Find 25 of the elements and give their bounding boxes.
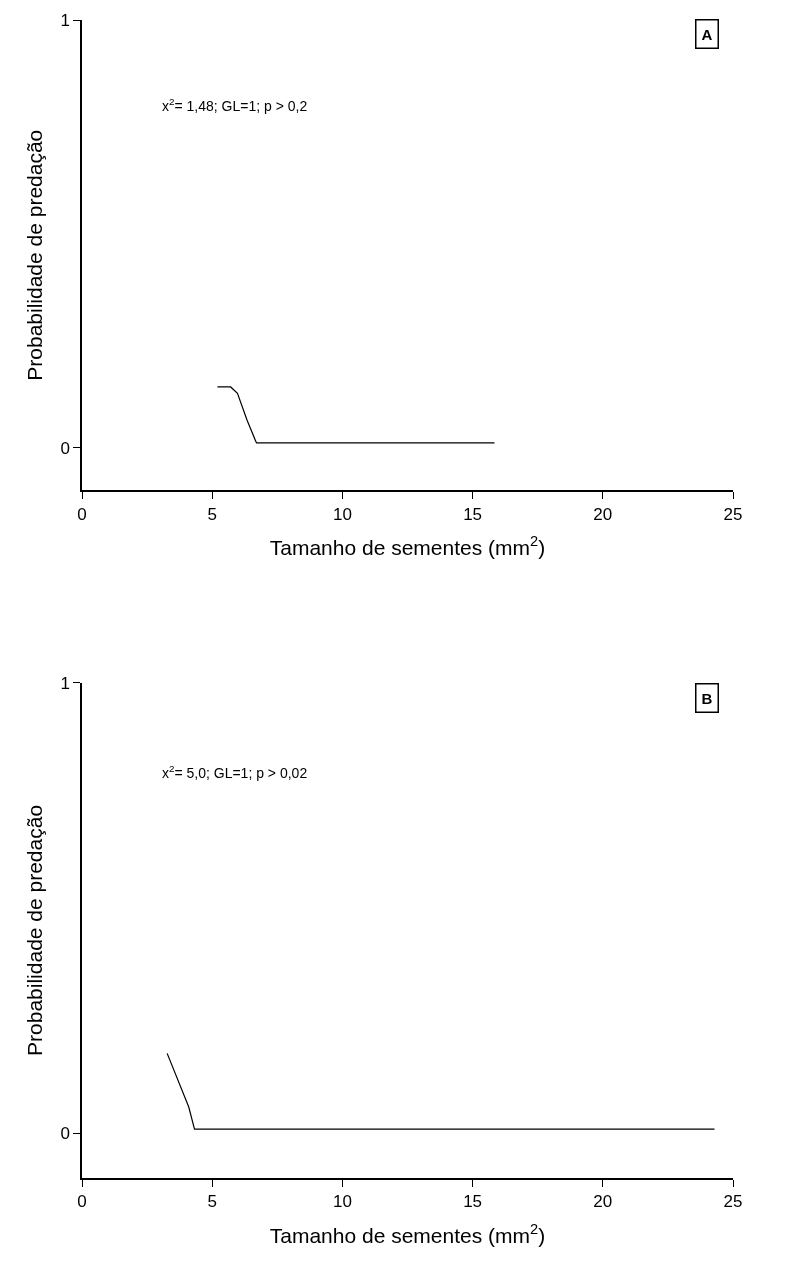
x-tick-label: 20 bbox=[593, 504, 613, 524]
x-tick-label: 20 bbox=[593, 1192, 613, 1212]
x-tick-label: 5 bbox=[207, 504, 217, 524]
y-tick-label: 1 bbox=[60, 10, 70, 30]
y-axis-title: Probabilidade de predação bbox=[23, 129, 47, 381]
x-tick-label: 10 bbox=[332, 504, 352, 524]
x-tick-label: 0 bbox=[77, 1192, 87, 1212]
annotation: x$^{2}$= 5,0; GL=1; p > 0,02 bbox=[162, 763, 308, 781]
x-axis-title: Tamanho de sementes (mm$^{2}$) bbox=[269, 533, 546, 560]
annotation: A bbox=[701, 25, 713, 43]
y-tick-label: 0 bbox=[60, 1124, 70, 1144]
x-tick-label: 0 bbox=[77, 504, 87, 524]
x-tick-label: 15 bbox=[463, 1192, 483, 1212]
x-tick-label: 10 bbox=[332, 1192, 352, 1212]
y-tick-label: 0 bbox=[60, 438, 70, 458]
y-tick-label: 1 bbox=[60, 673, 70, 693]
annotation: B bbox=[701, 689, 713, 707]
x-axis-title: Tamanho de sementes (mm$^{2}$) bbox=[269, 1221, 546, 1248]
x-tick-label: 5 bbox=[207, 1192, 217, 1212]
x-tick-label: 15 bbox=[463, 504, 483, 524]
annotation: x$^{2}$= 1,48; GL=1; p > 0,2 bbox=[162, 96, 308, 114]
line-series bbox=[216, 386, 496, 444]
x-tick-label: 25 bbox=[723, 504, 743, 524]
x-tick-label: 25 bbox=[723, 1192, 743, 1212]
y-axis-title: Probabilidade de predação bbox=[23, 804, 47, 1056]
